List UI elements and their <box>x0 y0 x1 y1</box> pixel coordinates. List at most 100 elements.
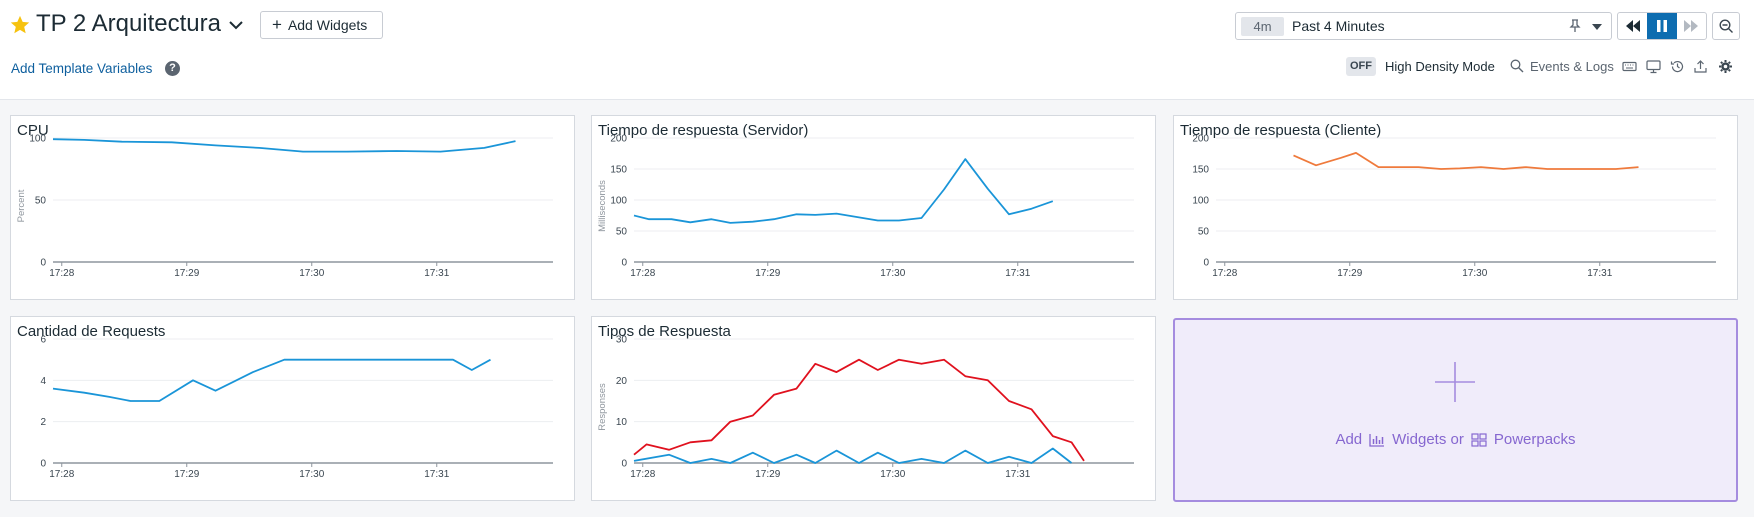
y-tick-label: 0 <box>40 459 46 470</box>
zoom-out-icon <box>1718 18 1733 33</box>
y-tick-label: 2 <box>40 417 46 428</box>
rewind-button[interactable] <box>1618 13 1647 39</box>
fast-forward-button[interactable] <box>1677 13 1706 39</box>
time-picker[interactable]: 4m Past 4 Minutes <box>1235 12 1612 40</box>
cpu-series-line-0[interactable] <box>52 138 516 153</box>
x-tick-label: 17:30 <box>1462 268 1487 279</box>
add-widgets-label: Add Widgets <box>287 17 368 33</box>
y-tick-label: 50 <box>616 227 628 238</box>
y-tick-label: 150 <box>1192 165 1209 176</box>
widgets-or-link[interactable]: Widgets or <box>1392 431 1464 448</box>
y-tick-label: 0 <box>1203 258 1209 269</box>
star-icon[interactable] <box>9 14 31 36</box>
cli-chart: 0 50 100 150 200 17:28 17:29 17:30 17:31 <box>1192 134 1716 279</box>
srv-series-line-0[interactable] <box>633 158 1054 224</box>
add-widget-placeholder[interactable]: Add Widgets or Powerpacks <box>1173 318 1738 502</box>
x-tick-label: 17:31 <box>424 268 449 279</box>
export-icon[interactable] <box>1693 59 1708 74</box>
cpu-chart: 0 50 100 17:28 17:29 17:30 17:31 Percent <box>16 134 553 279</box>
x-tick-label: 17:28 <box>49 268 74 279</box>
y-tick-label: 10 <box>616 417 628 428</box>
dashboard-title[interactable]: TP 2 Arquitectura <box>36 10 221 37</box>
add-template-variables-link[interactable]: Add Template Variables <box>11 61 153 76</box>
y-tick-label: 50 <box>35 196 47 207</box>
pause-icon <box>1656 20 1667 32</box>
keyboard-icon[interactable] <box>1622 59 1637 74</box>
req-chart: 0 2 4 6 17:28 17:29 17:30 17:31 <box>40 335 553 480</box>
y-tick-label: 150 <box>610 165 627 176</box>
cli-series-line-0[interactable] <box>1293 152 1639 170</box>
pause-button[interactable] <box>1647 13 1677 39</box>
add-label: Add <box>1335 431 1363 448</box>
x-tick-label: 17:30 <box>299 268 324 279</box>
plus-icon <box>1435 362 1475 402</box>
y-axis-label: Percent <box>16 189 27 222</box>
x-tick-label: 17:29 <box>755 268 780 279</box>
search-icon[interactable] <box>1510 59 1524 73</box>
chevron-down-icon[interactable] <box>1591 23 1603 31</box>
y-tick-label: 100 <box>610 196 627 207</box>
x-tick-label: 17:31 <box>1005 469 1030 480</box>
rewind-icon <box>1625 20 1640 32</box>
x-tick-label: 17:28 <box>630 268 655 279</box>
y-tick-label: 100 <box>1192 196 1209 207</box>
x-tick-label: 17:28 <box>49 469 74 480</box>
events-logs-button[interactable]: Events & Logs <box>1530 59 1614 74</box>
help-icon[interactable]: ? <box>165 61 180 76</box>
zoom-out-button[interactable] <box>1712 12 1740 40</box>
client-response-time-widget[interactable]: Tiempo de respuesta (Cliente) 0 50 100 150 2… <box>1173 115 1738 300</box>
x-tick-label: 17:30 <box>299 469 324 480</box>
x-tick-label: 17:31 <box>1587 268 1612 279</box>
y-axis-label: Responses <box>597 383 608 431</box>
time-range-label: Past 4 Minutes <box>1292 18 1385 34</box>
y-tick-label: 6 <box>40 335 46 346</box>
x-tick-label: 17:30 <box>880 469 905 480</box>
request-count-widget[interactable]: Cantidad de Requests 0 2 4 6 17:28 17:29 17:30… <box>10 316 575 501</box>
req-series-line-0[interactable] <box>52 358 491 402</box>
monitor-icon[interactable] <box>1646 59 1661 74</box>
history-icon[interactable] <box>1670 59 1685 74</box>
chevron-down-icon[interactable] <box>228 19 244 31</box>
playback-controls <box>1617 12 1707 40</box>
time-range-badge: 4m <box>1241 17 1284 36</box>
gear-icon[interactable] <box>1718 59 1733 74</box>
add-widget-prompt: Add Widgets or Powerpacks <box>1175 431 1736 448</box>
add-widgets-button[interactable]: + Add Widgets <box>260 11 383 39</box>
high-density-toggle[interactable]: OFF <box>1346 57 1376 76</box>
y-tick-label: 200 <box>610 134 627 145</box>
powerpack-icon <box>1471 432 1487 447</box>
y-tick-label: 200 <box>1192 134 1209 145</box>
x-tick-label: 17:29 <box>1337 268 1362 279</box>
y-tick-label: 4 <box>40 376 46 387</box>
cpu-widget[interactable]: CPU 0 50 100 17:28 17:29 17:30 17:31 Percent <box>10 115 575 300</box>
pin-icon[interactable] <box>1568 19 1582 33</box>
widget-title: Tiempo de respuesta (Cliente) <box>1180 122 1382 139</box>
powerpacks-link[interactable]: Powerpacks <box>1493 431 1576 448</box>
tipos-series-line-1[interactable] <box>633 447 1073 464</box>
x-tick-label: 17:29 <box>755 469 780 480</box>
y-tick-label: 0 <box>621 258 627 269</box>
response-types-widget[interactable]: Tipos de Respuesta 0 10 20 30 17:28 17:29 17:3… <box>591 316 1156 501</box>
tipos-series-line-0[interactable] <box>633 358 1085 462</box>
widget-title: Tiempo de respuesta (Servidor) <box>598 122 809 139</box>
y-tick-label: 0 <box>621 459 627 470</box>
x-tick-label: 17:28 <box>630 469 655 480</box>
srv-chart: 0 50 100 150 200 17:28 17:29 17:30 17:31 Millisec… <box>597 134 1134 279</box>
y-tick-label: 0 <box>40 258 46 269</box>
high-density-label[interactable]: High Density Mode <box>1385 59 1495 74</box>
x-tick-label: 17:29 <box>174 469 199 480</box>
widget-title: Tipos de Respuesta <box>598 323 731 340</box>
y-tick-label: 100 <box>29 134 46 145</box>
tipos-chart: 0 10 20 30 17:28 17:29 17:30 17:31 Responses <box>597 335 1134 480</box>
widget-title: Cantidad de Requests <box>17 323 166 340</box>
widget-title: CPU <box>17 122 49 139</box>
bar-chart-icon <box>1369 433 1385 447</box>
y-tick-label: 30 <box>616 335 628 346</box>
x-tick-label: 17:28 <box>1212 268 1237 279</box>
y-axis-label: Milliseconds <box>597 180 608 232</box>
server-response-time-widget[interactable]: Tiempo de respuesta (Servidor) 0 50 100 150… <box>591 115 1156 300</box>
x-tick-label: 17:31 <box>424 469 449 480</box>
dashboard-header: TP 2 Arquitectura + Add Widgets Add Temp… <box>0 0 1754 100</box>
x-tick-label: 17:29 <box>174 268 199 279</box>
x-tick-label: 17:30 <box>880 268 905 279</box>
